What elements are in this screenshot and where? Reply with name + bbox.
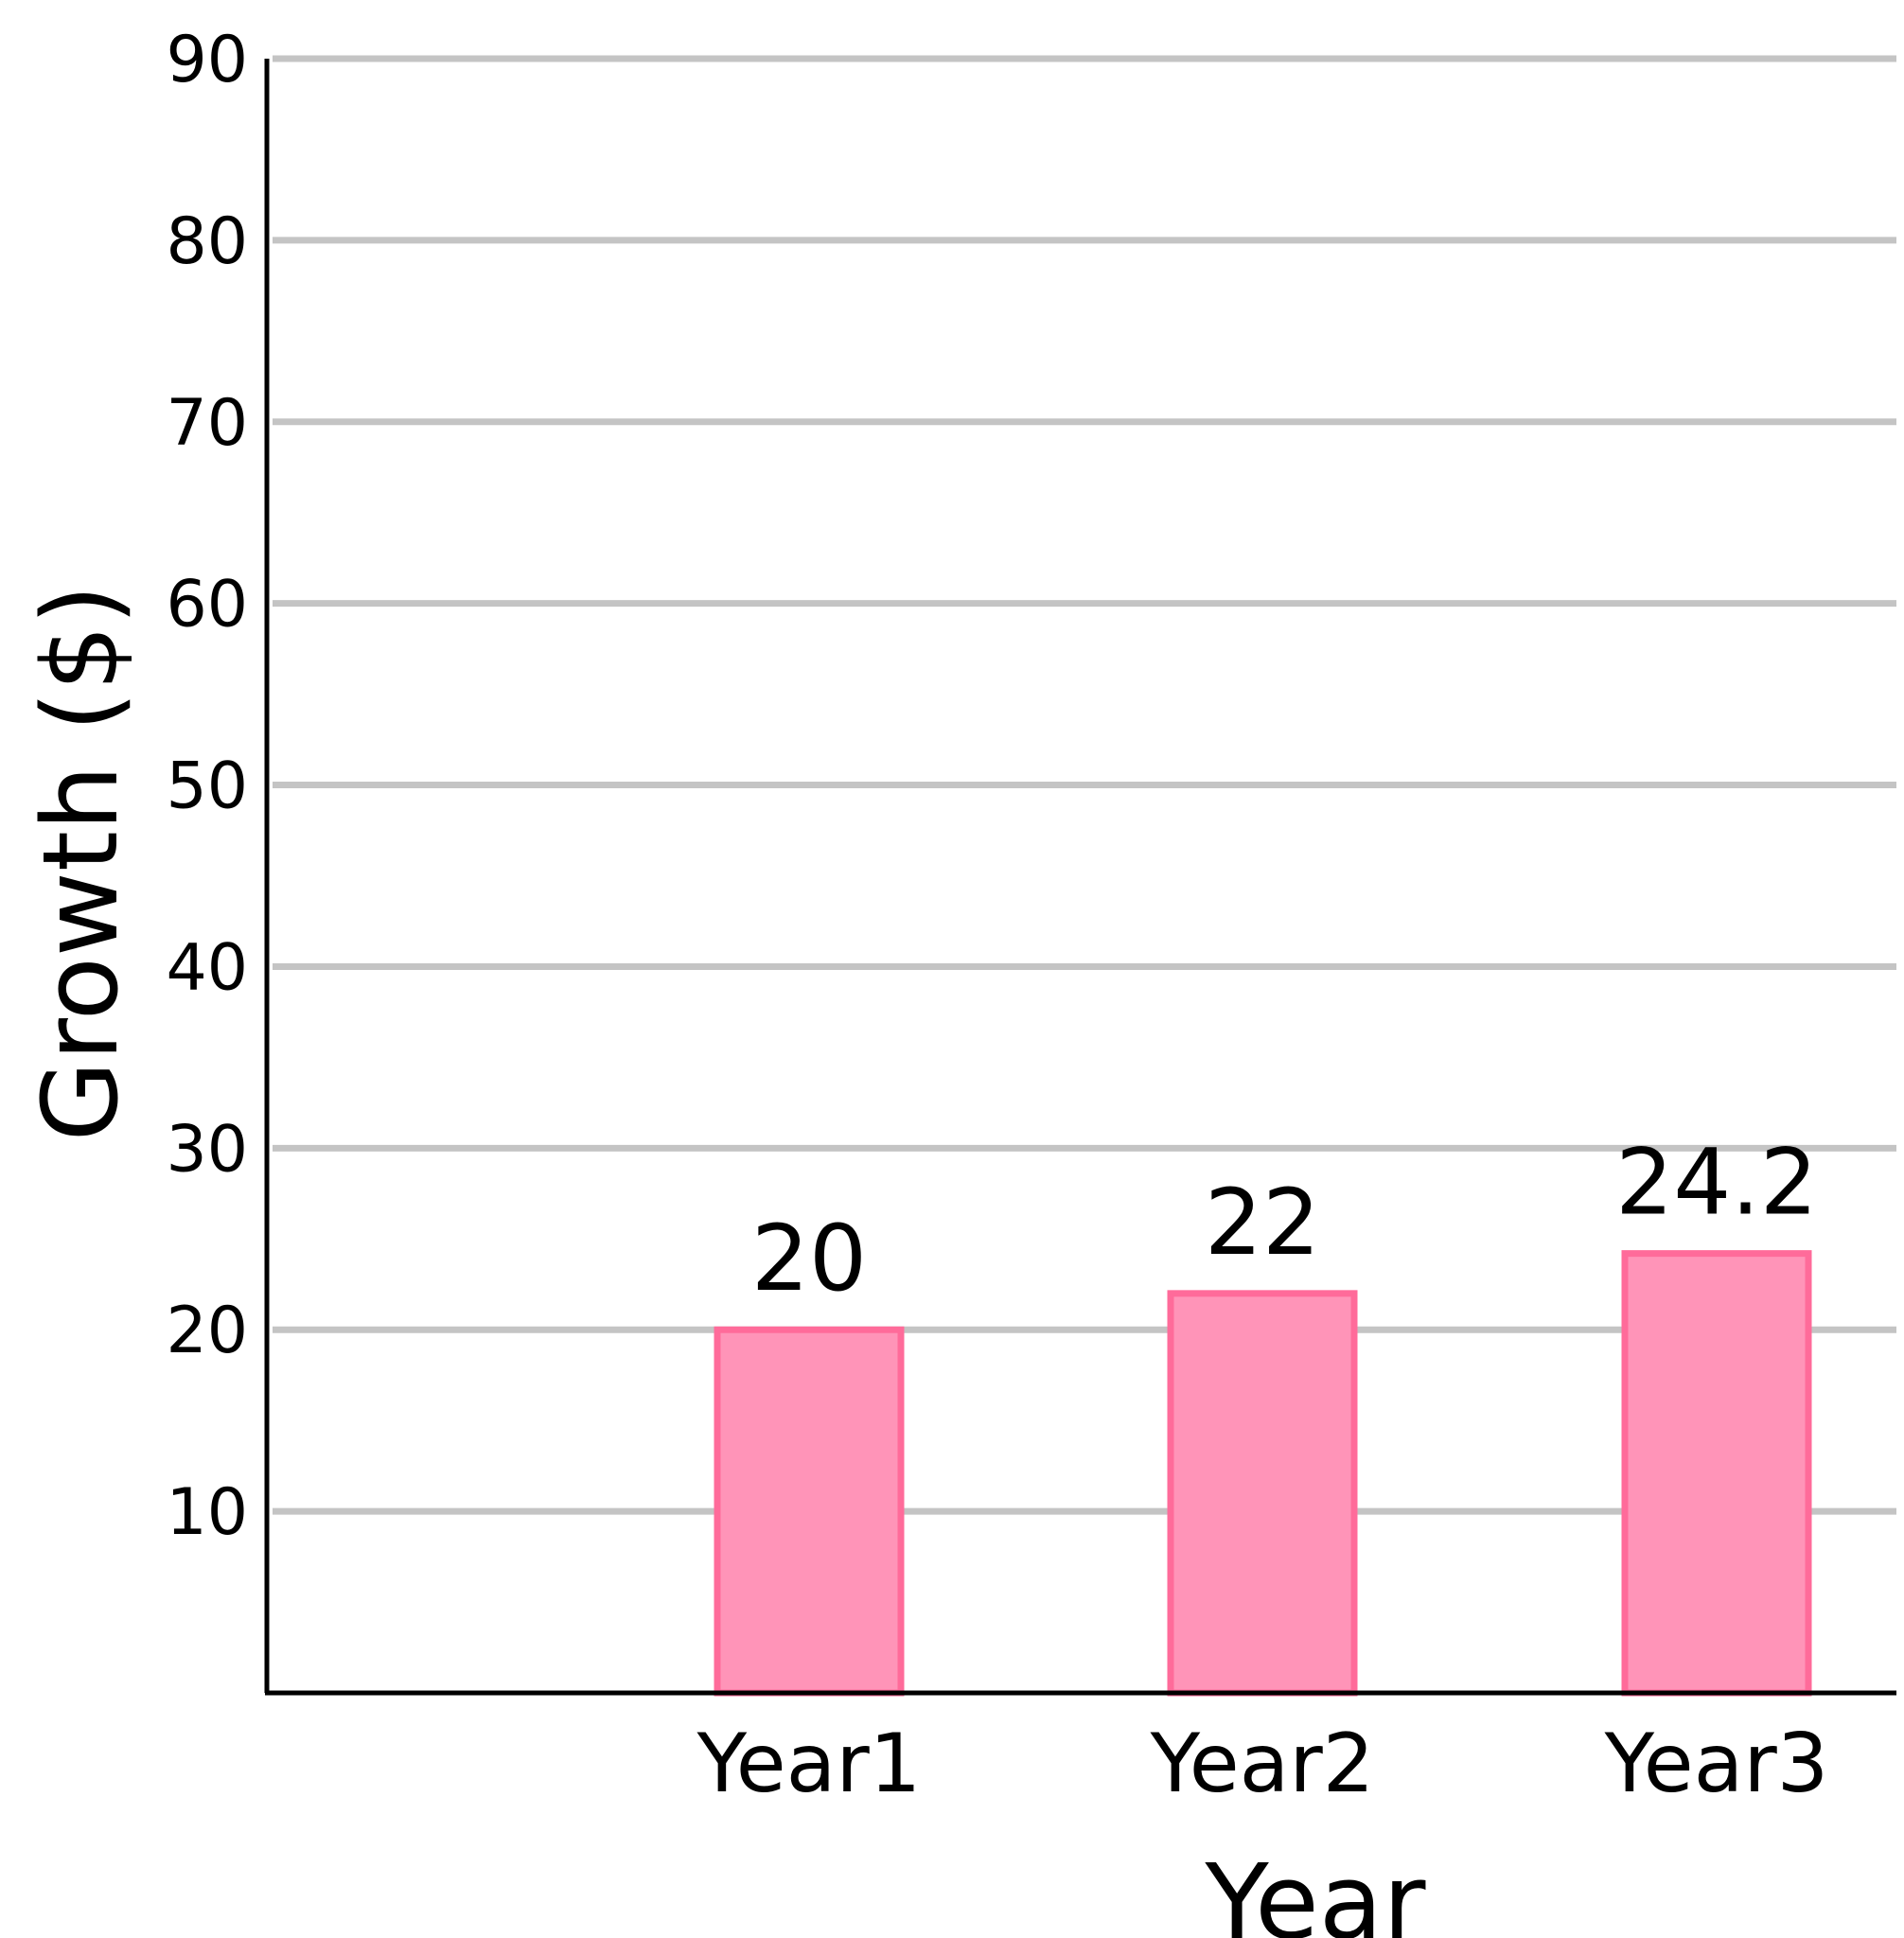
- y-tick-label-20: 20: [166, 1294, 248, 1368]
- x-tick-label-Year1: Year1: [696, 1717, 922, 1811]
- x-tick-label-Year3: Year3: [1604, 1717, 1829, 1811]
- data-label-Year1: 20: [751, 1206, 867, 1312]
- bar-Year3: [1621, 1250, 1812, 1697]
- data-label-Year2: 22: [1205, 1170, 1320, 1276]
- axes: [264, 59, 1896, 1696]
- y-tick-label-40: 40: [166, 930, 248, 1005]
- y-tick-label-80: 80: [166, 204, 248, 279]
- data-label-Year3: 24.2: [1615, 1130, 1818, 1236]
- x-tick-label-Year2: Year2: [1150, 1717, 1375, 1811]
- bar-Year2: [1167, 1290, 1358, 1697]
- x-axis-title: Year: [1205, 1841, 1427, 1938]
- gridlines: [273, 55, 1896, 1515]
- y-axis-title: Growth ($): [20, 585, 141, 1142]
- y-tick-label-60: 60: [166, 568, 248, 643]
- y-tick-labels: 10 20 30 40 50 60 70 80 90: [166, 23, 248, 1550]
- x-tick-labels: Year1 Year2 Year3: [696, 1717, 1829, 1811]
- y-tick-label-70: 70: [166, 386, 248, 461]
- data-labels: 20 22 24.2: [751, 1130, 1818, 1313]
- bars: [714, 1250, 1812, 1697]
- y-tick-label-30: 30: [166, 1112, 248, 1187]
- y-tick-label-90: 90: [166, 23, 248, 97]
- y-tick-label-10: 10: [166, 1475, 248, 1550]
- y-tick-label-50: 50: [166, 749, 248, 824]
- bar-Year1: [714, 1326, 905, 1697]
